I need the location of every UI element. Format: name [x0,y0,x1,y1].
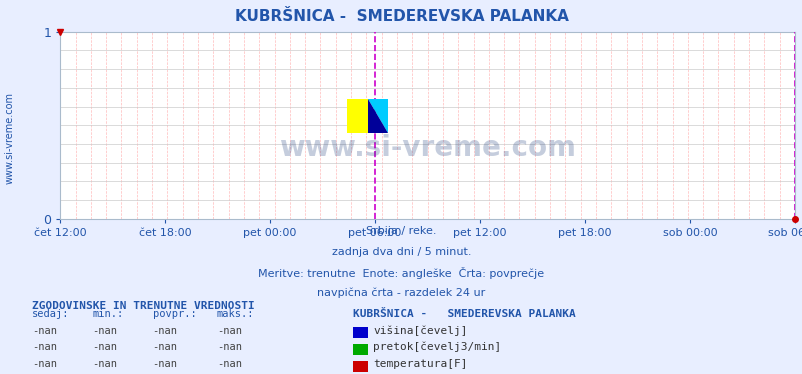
Text: -nan: -nan [152,359,177,369]
Text: višina[čevelj]: višina[čevelj] [373,325,468,335]
Text: -nan: -nan [32,343,57,352]
Text: Meritve: trenutne  Enote: angleške  Črta: povprečje: Meritve: trenutne Enote: angleške Črta: … [258,267,544,279]
Text: navpična črta - razdelek 24 ur: navpična črta - razdelek 24 ur [317,288,485,298]
Text: -nan: -nan [92,359,117,369]
Polygon shape [367,99,388,133]
Text: maks.:: maks.: [217,309,254,319]
Text: www.si-vreme.com: www.si-vreme.com [5,92,14,184]
Polygon shape [367,99,388,133]
Text: pretok[čevelj3/min]: pretok[čevelj3/min] [373,342,501,352]
Text: sedaj:: sedaj: [32,309,70,319]
Text: -nan: -nan [92,343,117,352]
Bar [346,99,367,133]
Text: -nan: -nan [152,326,177,335]
Text: -nan: -nan [32,326,57,335]
Text: zadnja dva dni / 5 minut.: zadnja dva dni / 5 minut. [331,247,471,257]
Text: -nan: -nan [217,326,241,335]
Text: -nan: -nan [92,326,117,335]
Text: -nan: -nan [217,359,241,369]
Text: min.:: min.: [92,309,124,319]
Text: ZGODOVINSKE IN TRENUTNE VREDNOSTI: ZGODOVINSKE IN TRENUTNE VREDNOSTI [32,301,254,311]
Text: KUBRŠNICA -  SMEDEREVSKA PALANKA: KUBRŠNICA - SMEDEREVSKA PALANKA [234,9,568,24]
Text: KUBRŠNICA -   SMEDEREVSKA PALANKA: KUBRŠNICA - SMEDEREVSKA PALANKA [353,309,575,319]
Text: Srbija / reke.: Srbija / reke. [366,226,436,236]
Text: temperatura[F]: temperatura[F] [373,359,468,369]
Text: -nan: -nan [152,343,177,352]
Text: povpr.:: povpr.: [152,309,196,319]
Text: -nan: -nan [32,359,57,369]
Text: -nan: -nan [217,343,241,352]
Text: www.si-vreme.com: www.si-vreme.com [279,134,575,162]
